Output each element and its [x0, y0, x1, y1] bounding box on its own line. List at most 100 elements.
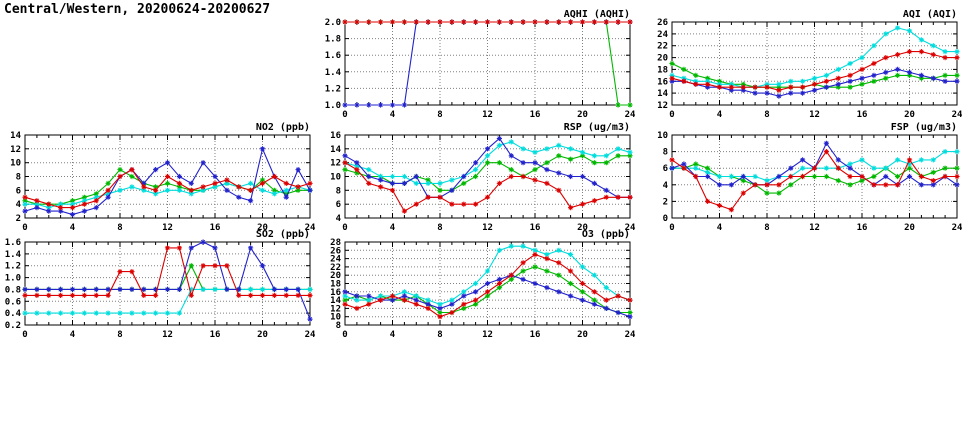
- x-tick-label: 0: [342, 223, 347, 233]
- y-tick-label: 16: [330, 131, 341, 141]
- y-tick-label: 12: [10, 145, 21, 155]
- y-tick-label: 20: [330, 271, 341, 281]
- x-tick-label: 24: [952, 223, 963, 233]
- x-tick-label: 16: [857, 110, 868, 120]
- y-tick-label: 8: [336, 186, 341, 196]
- y-tick-label: 0.8: [5, 285, 21, 295]
- chart-so2: 0.2 0.4 0.6 0.8 1.0 1.2 1.4 1.6 0 4 8 12 16 20 24 SO2 (…: [0, 228, 318, 342]
- series-blue: [22, 239, 313, 322]
- y-tick-label: 6: [336, 200, 341, 210]
- axis-ticks: [24, 241, 311, 326]
- y-tick-label: 20: [657, 54, 668, 64]
- axis-ticks: [24, 134, 311, 219]
- y-tick-label: 8: [663, 148, 668, 158]
- y-tick-label: 16: [330, 288, 341, 298]
- x-tick-label: 0: [22, 330, 27, 340]
- series-red: [342, 19, 633, 25]
- chart-rsp: 4 6 8 10 12 14 16 0 4 8 12 16 20 24 RSP (ug/m3): [320, 121, 638, 235]
- axis-ticks: [671, 21, 958, 106]
- y-tick-label: 0.2: [5, 321, 21, 331]
- y-tick-label: 28: [330, 238, 341, 248]
- series-red: [22, 245, 313, 298]
- x-tick-label: 20: [577, 223, 588, 233]
- y-tick-label: 6: [16, 186, 21, 196]
- series-markers-blue: [342, 135, 633, 200]
- y-tick-label: 10: [10, 159, 21, 169]
- y-tick-label: 10: [330, 173, 341, 183]
- series-blue: [342, 135, 633, 200]
- y-tick-label: 14: [330, 145, 341, 155]
- series-markers-cyan: [342, 243, 633, 307]
- series-markers-red: [22, 245, 313, 298]
- x-tick-label: 16: [857, 223, 868, 233]
- axis-ticks: [344, 241, 631, 326]
- x-tick-label: 16: [530, 223, 541, 233]
- x-tick-label: 24: [305, 330, 316, 340]
- series-markers-red: [669, 49, 960, 93]
- x-tick-label: 20: [904, 223, 915, 233]
- x-tick-label: 20: [257, 330, 268, 340]
- series-cyan: [669, 25, 960, 90]
- x-tick-label: 24: [952, 110, 963, 120]
- series-markers-red: [342, 19, 633, 25]
- x-tick-label: 24: [625, 223, 636, 233]
- x-tick-label: 8: [437, 223, 442, 233]
- y-tick-label: 14: [330, 296, 341, 306]
- series-red: [22, 167, 313, 211]
- series-blue: [342, 272, 633, 320]
- y-tick-label: 2: [16, 214, 21, 224]
- series-markers-blue: [22, 239, 313, 322]
- y-tick-label: 1.4: [325, 68, 342, 78]
- y-tick-label: 24: [657, 30, 668, 40]
- y-tick-label: 10: [330, 313, 341, 323]
- chart-title: NO2 (ppb): [256, 122, 310, 133]
- y-tick-label: 12: [330, 304, 341, 314]
- x-tick-label: 4: [390, 110, 396, 120]
- series-cyan: [22, 180, 313, 211]
- y-tick-label: 4: [663, 181, 669, 191]
- series-markers-red: [342, 160, 633, 214]
- y-tick-label: 4: [16, 200, 22, 210]
- x-tick-label: 16: [530, 110, 541, 120]
- x-tick-label: 16: [530, 330, 541, 340]
- y-tick-label: 2: [663, 197, 668, 207]
- x-tick-label: 12: [162, 223, 173, 233]
- y-tick-label: 2.0: [325, 18, 341, 28]
- chart-title: O3 (ppb): [582, 229, 630, 240]
- y-tick-label: 22: [330, 263, 341, 273]
- y-tick-label: 26: [657, 18, 668, 28]
- y-tick-label: 14: [10, 131, 21, 141]
- series-markers-cyan: [22, 180, 313, 211]
- y-tick-label: 1.0: [5, 274, 21, 284]
- x-tick-label: 12: [809, 223, 820, 233]
- y-tick-label: 26: [330, 246, 341, 256]
- x-tick-label: 24: [625, 330, 636, 340]
- series-markers-red: [342, 251, 633, 320]
- y-tick-label: 1.4: [5, 250, 22, 260]
- chart-aqi: 12 14 16 18 20 22 24 26 0 4 8 12 16 20 24 AQI (AQI): [647, 8, 965, 122]
- series-red: [669, 49, 960, 93]
- page-title: Central/Western, 20200624-20200627: [4, 2, 271, 17]
- y-tick-label: 1.8: [325, 35, 341, 45]
- x-tick-label: 4: [717, 223, 723, 233]
- y-tick-label: 10: [657, 131, 668, 141]
- chart-title: FSP (ug/m3): [891, 122, 957, 133]
- y-tick-label: 22: [657, 42, 668, 52]
- y-tick-label: 8: [336, 321, 341, 331]
- chart-title: AQI (AQI): [903, 9, 957, 20]
- x-tick-label: 4: [390, 330, 396, 340]
- y-tick-label: 18: [330, 280, 341, 290]
- x-tick-label: 0: [669, 223, 674, 233]
- x-tick-label: 12: [482, 223, 493, 233]
- chart-title: RSP (ug/m3): [564, 122, 630, 133]
- chart-fsp: 0 2 4 6 8 10 0 4 8 12 16 20 24 FSP (ug/m3): [647, 121, 965, 235]
